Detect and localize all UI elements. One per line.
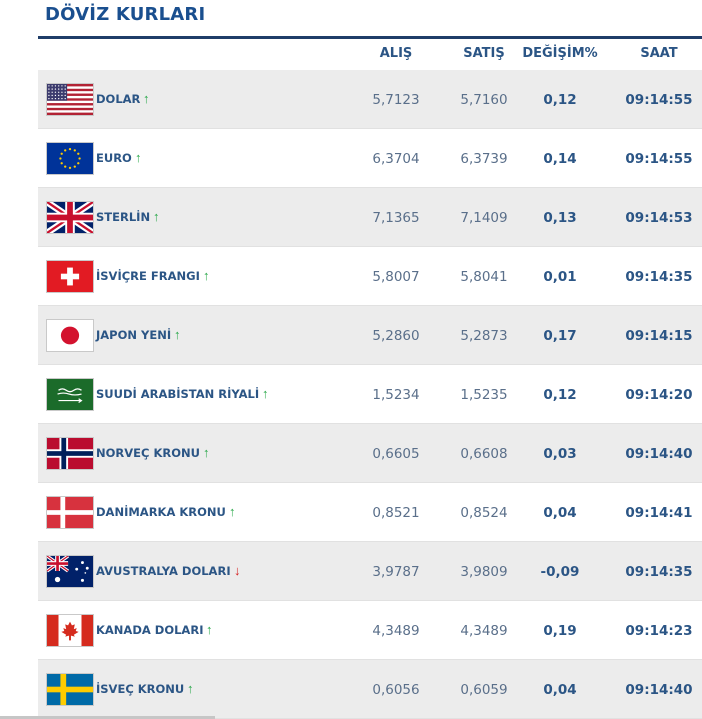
change-percent: 0,13 <box>543 210 577 226</box>
currency-name-link[interactable]: İSVİÇRE FRANGI <box>96 269 200 283</box>
sell-price: 3,9809 <box>460 564 508 580</box>
column-header-change: DEĞİŞİM% <box>522 46 598 61</box>
au-flag-icon <box>46 555 94 588</box>
trend-up-icon: ↑ <box>206 622 213 637</box>
eu-flag-icon <box>46 142 94 175</box>
table-row: NORVEÇ KRONU ↑ 0,6605 0,6608 0,03 09:14:40 <box>38 424 702 483</box>
change-percent: 0,19 <box>543 623 577 639</box>
trend-up-icon: ↑ <box>203 445 210 460</box>
sell-price: 5,2873 <box>460 328 508 344</box>
buy-price: 5,7123 <box>372 92 420 108</box>
currency-name-link[interactable]: EURO <box>96 151 132 165</box>
buy-price: 6,3704 <box>372 151 420 167</box>
buy-price: 5,8007 <box>372 269 420 285</box>
sa-flag-icon <box>46 378 94 411</box>
table-row: JAPON YENİ ↑ 5,2860 5,2873 0,17 09:14:15 <box>38 306 702 365</box>
trend-up-icon: ↑ <box>153 209 160 224</box>
buy-price: 4,3489 <box>372 623 420 639</box>
change-percent: 0,12 <box>543 387 577 403</box>
sell-price: 5,7160 <box>460 92 508 108</box>
update-time: 09:14:40 <box>625 682 693 698</box>
trend-up-icon: ↑ <box>229 504 236 519</box>
change-percent: 0,14 <box>543 151 577 167</box>
update-time: 09:14:40 <box>625 446 693 462</box>
table-row: DANİMARKA KRONU ↑ 0,8521 0,8524 0,04 09:14:41 <box>38 483 702 542</box>
update-time: 09:14:23 <box>625 623 693 639</box>
buy-price: 0,6056 <box>372 682 420 698</box>
ch-flag-icon <box>46 260 94 293</box>
trend-down-icon: ↓ <box>234 563 241 578</box>
change-percent: 0,12 <box>543 92 577 108</box>
table-row: İSVİÇRE FRANGI ↑ 5,8007 5,8041 0,01 09:14:35 <box>38 247 702 306</box>
jp-flag-icon <box>46 319 94 352</box>
change-percent: 0,03 <box>543 446 577 462</box>
column-header-sell: SATIŞ <box>463 46 505 61</box>
se-flag-icon <box>46 673 94 706</box>
column-header-time: SAAT <box>640 46 678 61</box>
sell-price: 1,5235 <box>460 387 508 403</box>
table-row: EURO ↑ 6,3704 6,3739 0,14 09:14:55 <box>38 129 702 188</box>
currency-name-link[interactable]: JAPON YENİ <box>96 328 172 342</box>
trend-up-icon: ↑ <box>187 681 194 696</box>
trend-up-icon: ↑ <box>203 268 210 283</box>
no-flag-icon <box>46 437 94 470</box>
buy-price: 7,1365 <box>372 210 420 226</box>
sell-price: 0,6059 <box>460 682 508 698</box>
change-percent: -0,09 <box>540 564 580 580</box>
change-percent: 0,17 <box>543 328 577 344</box>
currency-name-link[interactable]: AVUSTRALYA DOLARI <box>96 564 231 578</box>
change-percent: 0,04 <box>543 505 577 521</box>
trend-up-icon: ↑ <box>174 327 181 342</box>
ca-flag-icon <box>46 614 94 647</box>
us-flag-icon <box>46 83 94 116</box>
column-header-buy: ALIŞ <box>379 46 413 61</box>
currency-name-link[interactable]: DANİMARKA KRONU <box>96 505 226 519</box>
dk-flag-icon <box>46 496 94 529</box>
uk-flag-icon <box>46 201 94 234</box>
update-time: 09:14:35 <box>625 269 693 285</box>
currency-name-link[interactable]: STERLİN <box>96 210 151 224</box>
update-time: 09:14:55 <box>625 151 693 167</box>
bottom-scroll-line <box>0 716 215 719</box>
update-time: 09:14:53 <box>625 210 693 226</box>
buy-price: 5,2860 <box>372 328 420 344</box>
table-row: İSVEÇ KRONU ↑ 0,6056 0,6059 0,04 09:14:40 <box>38 660 702 719</box>
currency-table: ALIŞ SATIŞ DEĞİŞİM% SAAT DOLAR ↑ 5,7123 5,7… <box>38 39 702 719</box>
update-time: 09:14:20 <box>625 387 693 403</box>
update-time: 09:14:41 <box>625 505 693 521</box>
buy-price: 0,8521 <box>372 505 420 521</box>
update-time: 09:14:35 <box>625 564 693 580</box>
change-percent: 0,04 <box>543 682 577 698</box>
title-divider <box>38 36 702 39</box>
change-percent: 0,01 <box>543 269 577 285</box>
table-row: DOLAR ↑ 5,7123 5,7160 0,12 09:14:55 <box>38 70 702 129</box>
sell-price: 4,3489 <box>460 623 508 639</box>
table-row: AVUSTRALYA DOLARI ↓ 3,9787 3,9809 -0,09 09:14… <box>38 542 702 601</box>
sell-price: 7,1409 <box>460 210 508 226</box>
buy-price: 0,6605 <box>372 446 420 462</box>
update-time: 09:14:15 <box>625 328 693 344</box>
currency-name-link[interactable]: SUUDİ ARABİSTAN RİYALİ <box>96 387 260 401</box>
table-row: SUUDİ ARABİSTAN RİYALİ ↑ 1,5234 1,5235 0,12 0… <box>38 365 702 424</box>
buy-price: 1,5234 <box>372 387 420 403</box>
trend-up-icon: ↑ <box>262 386 269 401</box>
sell-price: 6,3739 <box>460 151 508 167</box>
currency-name-link[interactable]: KANADA DOLARI <box>96 623 204 637</box>
currency-name-link[interactable]: DOLAR <box>96 92 141 106</box>
currency-name-link[interactable]: İSVEÇ KRONU <box>96 682 185 696</box>
buy-price: 3,9787 <box>372 564 420 580</box>
update-time: 09:14:55 <box>625 92 693 108</box>
trend-up-icon: ↑ <box>143 91 150 106</box>
currency-rows: DOLAR ↑ 5,7123 5,7160 0,12 09:14:55 EURO ↑ 6,370… <box>38 70 702 719</box>
sell-price: 5,8041 <box>460 269 508 285</box>
trend-up-icon: ↑ <box>135 150 142 165</box>
sell-price: 0,6608 <box>460 446 508 462</box>
sell-price: 0,8524 <box>460 505 508 521</box>
page-title: DÖVİZ KURLARI <box>45 4 206 25</box>
table-header: ALIŞ SATIŞ DEĞİŞİM% SAAT <box>38 39 702 70</box>
table-row: KANADA DOLARI ↑ 4,3489 4,3489 0,19 09:14:23 <box>38 601 702 660</box>
currency-name-link[interactable]: NORVEÇ KRONU <box>96 446 200 460</box>
table-row: STERLİN ↑ 7,1365 7,1409 0,13 09:14:53 <box>38 188 702 247</box>
